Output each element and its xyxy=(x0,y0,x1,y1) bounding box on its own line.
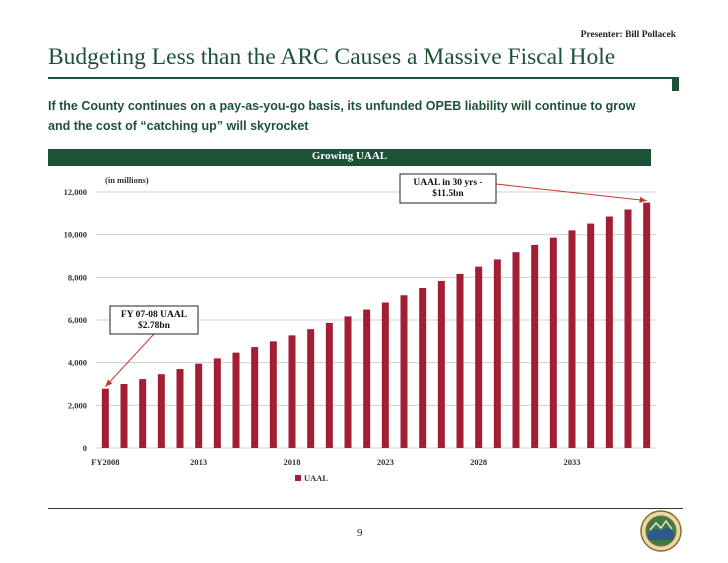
slide-subtitle: If the County continues on a pay-as-you-… xyxy=(48,99,636,133)
uaal-bar xyxy=(363,309,371,448)
y-tick-label: 12,000 xyxy=(64,187,87,197)
footer-divider xyxy=(48,508,683,509)
annotation-label: $11.5bn xyxy=(432,188,464,199)
uaal-bar xyxy=(176,369,184,448)
uaal-bar xyxy=(381,302,389,448)
uaal-bar xyxy=(232,352,240,448)
chart-title: Growing UAAL xyxy=(311,150,388,162)
y-tick-label: 8,000 xyxy=(68,272,87,282)
uaal-bar xyxy=(587,223,595,448)
uaal-bar xyxy=(512,252,520,448)
x-tick-label: FY2008 xyxy=(91,457,119,467)
units-note: (in millions) xyxy=(105,175,149,185)
legend-label: UAAL xyxy=(304,473,328,483)
annotation-arrowhead xyxy=(105,379,113,387)
x-tick-label: 2028 xyxy=(470,457,487,467)
y-tick-label: 0 xyxy=(83,443,87,453)
uaal-bar xyxy=(307,329,315,448)
uaal-bar xyxy=(624,209,632,448)
x-tick-label: 2033 xyxy=(564,457,581,467)
uaal-bar xyxy=(344,316,352,448)
slide-title: Budgeting Less than the ARC Causes a Mas… xyxy=(48,44,616,70)
uaal-bar xyxy=(568,230,576,448)
uaal-bar xyxy=(475,266,483,448)
uaal-bar xyxy=(288,335,296,448)
annotation-box xyxy=(399,173,497,204)
uaal-bar xyxy=(139,379,147,448)
uaal-bar xyxy=(531,244,539,448)
annotation-arrow xyxy=(104,333,155,388)
annotation-label: UAAL in 30 yrs - xyxy=(413,178,482,188)
county-seal-logo xyxy=(640,510,682,552)
annotation-label: $2.78bn xyxy=(138,320,171,331)
y-tick-label: 6,000 xyxy=(68,315,87,325)
annotation-arrow xyxy=(495,183,647,202)
uaal-bar xyxy=(269,341,277,448)
uaal-bar xyxy=(400,295,408,448)
annotation-box xyxy=(109,305,199,335)
uaal-bar xyxy=(493,259,501,448)
uaal-bar xyxy=(643,202,651,448)
presenter-label: Presenter: Bill Pollacek xyxy=(580,30,676,40)
uaal-bar xyxy=(213,358,221,448)
x-tick-label: 2018 xyxy=(284,457,301,467)
annotation-label: FY 07-08 UAAL xyxy=(121,310,187,320)
uaal-bar xyxy=(605,216,613,448)
uaal-bar xyxy=(549,237,557,448)
uaal-bar xyxy=(419,288,427,448)
x-tick-label: 2013 xyxy=(190,457,207,467)
page-number: 9 xyxy=(357,527,363,539)
uaal-bar xyxy=(251,347,259,448)
y-tick-label: 10,000 xyxy=(64,230,87,240)
uaal-bar xyxy=(157,374,165,448)
corner-accent xyxy=(672,77,679,91)
title-divider xyxy=(48,77,672,79)
annotation-arrowhead xyxy=(639,196,647,203)
uaal-bar xyxy=(325,322,333,448)
chart-title-band: Growing UAAL xyxy=(48,149,651,166)
x-tick-label: 2023 xyxy=(377,457,394,467)
uaal-bar xyxy=(195,363,203,448)
legend-swatch xyxy=(295,475,301,481)
uaal-bar xyxy=(437,280,445,448)
y-tick-label: 4,000 xyxy=(68,358,87,368)
y-tick-label: 2,000 xyxy=(68,400,87,410)
uaal-bar xyxy=(456,273,464,448)
uaal-bar xyxy=(120,384,128,448)
uaal-bar xyxy=(101,388,109,448)
